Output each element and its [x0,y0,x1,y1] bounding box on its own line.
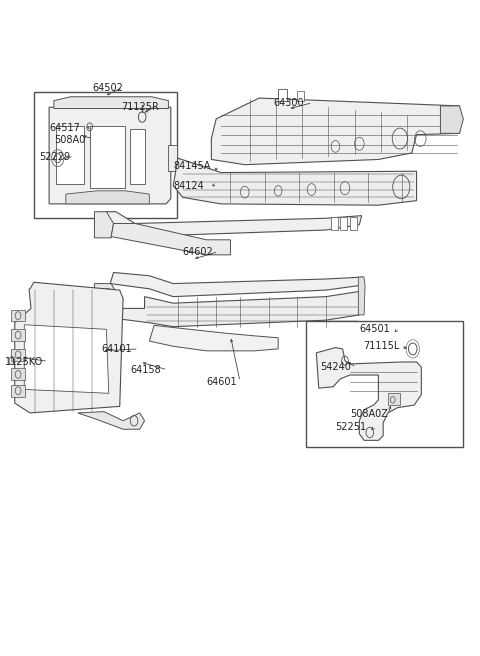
Polygon shape [111,224,230,255]
Polygon shape [66,191,149,204]
Bar [306,321,463,447]
Polygon shape [104,212,362,237]
Text: 71125R: 71125R [120,102,158,112]
Text: 64517: 64517 [49,123,80,133]
Text: 84124: 84124 [173,180,204,191]
Bar [56,125,84,184]
Polygon shape [211,98,459,165]
Text: 64158: 64158 [130,365,161,375]
Bar [11,385,25,397]
Polygon shape [54,96,168,108]
Polygon shape [359,277,365,315]
Bar [297,91,304,100]
Polygon shape [173,158,417,205]
Text: 508A0: 508A0 [54,135,85,145]
Bar [11,369,25,380]
Polygon shape [24,325,109,394]
Bar [130,129,144,184]
Bar [278,89,287,100]
Polygon shape [95,212,114,238]
Polygon shape [110,272,363,297]
Polygon shape [78,411,144,429]
Text: 64101: 64101 [102,344,132,354]
Bar [331,217,338,230]
Bar [90,125,125,188]
Bar [11,329,25,341]
Bar [340,217,348,230]
Bar [11,349,25,361]
Text: 54240: 54240 [320,362,351,372]
Polygon shape [149,325,278,351]
Text: 52229: 52229 [39,152,71,162]
Text: 52251: 52251 [336,422,367,432]
Bar [95,288,109,304]
Text: 84145A: 84145A [173,161,211,171]
Polygon shape [111,291,360,327]
Text: 64602: 64602 [183,247,214,257]
Bar [388,394,400,405]
Polygon shape [15,282,123,413]
Text: 64502: 64502 [92,83,123,92]
Polygon shape [441,106,463,133]
Text: 64601: 64601 [206,377,237,386]
Bar [34,92,177,218]
Bar [350,217,357,230]
Text: 64501: 64501 [360,324,390,335]
Bar [168,145,177,171]
Text: 508A0Z: 508A0Z [350,409,388,419]
Polygon shape [49,107,171,204]
Text: 64300: 64300 [274,98,304,108]
Text: 71115L: 71115L [363,341,399,352]
Polygon shape [95,283,115,315]
Bar [11,310,25,321]
Text: 1125KO: 1125KO [5,357,44,367]
Polygon shape [316,348,421,440]
